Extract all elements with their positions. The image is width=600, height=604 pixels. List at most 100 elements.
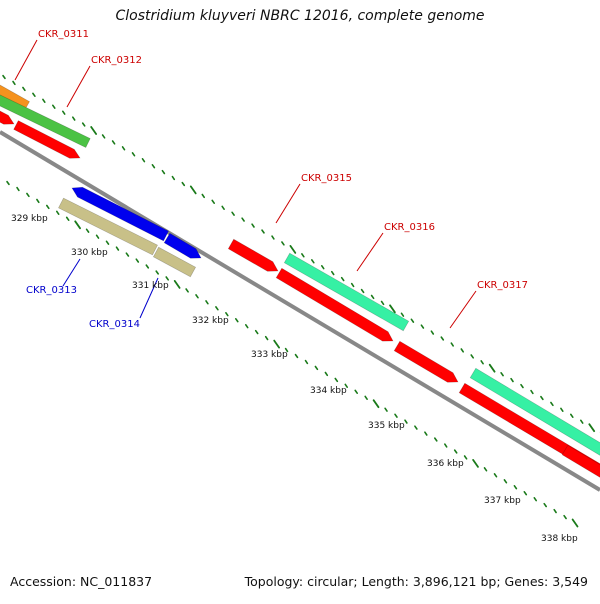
minor-tick: [271, 235, 275, 240]
gene-labels: CKR_0311 CKR_0312 CKR_0315 CKR_0316 CKR_…: [26, 29, 528, 330]
minor-tick: [16, 186, 20, 192]
minor-tick: [151, 164, 156, 169]
minor-tick: [61, 110, 66, 115]
minor-tick: [185, 288, 189, 293]
callout-ckr-0314: [139, 277, 159, 319]
minor-tick: [125, 252, 130, 257]
minor-tick: [553, 508, 557, 514]
gene-label-ckr-0315[interactable]: CKR_0315: [301, 173, 352, 184]
feature-track: [0, 84, 600, 478]
minor-tick: [384, 407, 388, 412]
minor-tick: [195, 294, 199, 299]
tick-label: 330 kbp: [71, 248, 108, 258]
minor-tick: [105, 240, 110, 245]
gene-feature-ckr-0316: [283, 252, 410, 332]
minor-tick: [513, 484, 518, 490]
major-tick: [189, 185, 197, 195]
minor-tick: [145, 264, 150, 269]
minor-tick: [85, 228, 90, 233]
major-tick: [74, 220, 81, 230]
minor-tick: [523, 490, 528, 496]
accession-text: Accession: NC_011837: [10, 574, 153, 589]
minor-tick: [135, 258, 140, 263]
minor-tick: [2, 74, 6, 80]
minor-tick: [6, 180, 10, 186]
minor-tick: [304, 359, 309, 365]
minor-tick: [460, 348, 465, 353]
minor-tick: [493, 473, 498, 478]
minor-tick: [281, 241, 285, 246]
minor-tick: [414, 425, 418, 430]
gene-label-ckr-0317[interactable]: CKR_0317: [477, 280, 528, 291]
gene-label-ckr-0313[interactable]: CKR_0313: [26, 285, 77, 296]
minor-tick: [354, 389, 359, 395]
minor-tick: [344, 383, 349, 389]
upper-tick-track: [2, 74, 600, 433]
minor-tick: [181, 181, 186, 187]
callout-ckr-0312: [66, 65, 91, 108]
minor-tick: [284, 347, 289, 353]
minor-tick: [26, 192, 30, 198]
minor-tick: [410, 318, 415, 323]
minor-tick: [520, 383, 524, 389]
minor-tick: [540, 395, 544, 401]
minor-tick: [424, 431, 428, 436]
minor-tick: [483, 467, 488, 472]
minor-tick: [380, 300, 385, 306]
minor-tick: [261, 229, 265, 234]
tick-label: 338 kbp: [541, 534, 578, 544]
minor-tick: [364, 395, 368, 401]
minor-tick: [241, 217, 245, 222]
gene-feature-khaki-2: [152, 246, 197, 278]
minor-tick: [22, 86, 26, 92]
gene-feature-red-1: [0, 110, 15, 125]
gene-feature-ckr-0313: [71, 186, 169, 242]
gene-label-ckr-0314[interactable]: CKR_0314: [89, 319, 140, 330]
minor-tick: [334, 377, 339, 383]
minor-tick: [370, 294, 375, 300]
gene-feature-red-2: [13, 120, 81, 159]
major-tick: [488, 363, 496, 373]
gene-feature-ckr-0315: [275, 267, 394, 342]
minor-tick: [51, 104, 56, 109]
major-tick: [90, 126, 97, 135]
tick-label: 331 kbp: [132, 281, 169, 291]
genome-backbone: [0, 130, 600, 492]
callout-ckr-0311: [14, 39, 38, 81]
minor-tick: [12, 80, 16, 86]
tick-label: 337 kbp: [484, 496, 521, 506]
minor-tick: [211, 199, 215, 204]
tick-label: 336 kbp: [427, 459, 464, 469]
minor-tick: [55, 210, 60, 215]
tick-label: 334 kbp: [310, 386, 347, 396]
gene-label-ckr-0312[interactable]: CKR_0312: [91, 55, 142, 66]
minor-tick: [400, 312, 405, 317]
minor-tick: [81, 122, 86, 127]
minor-tick: [161, 169, 166, 175]
major-tick: [588, 423, 596, 433]
minor-tick: [235, 317, 239, 323]
minor-tick: [404, 419, 408, 424]
minor-tick: [65, 216, 70, 221]
minor-tick: [95, 234, 100, 239]
minor-tick: [155, 270, 159, 275]
gene-label-ckr-0311[interactable]: CKR_0311: [38, 29, 89, 40]
minor-tick: [470, 354, 475, 359]
tick-label: 329 kbp: [11, 214, 48, 224]
minor-tick: [500, 371, 504, 377]
callout-ckr-0313: [62, 258, 81, 287]
minor-tick: [201, 193, 205, 199]
minor-tick: [450, 342, 455, 347]
major-tick: [173, 279, 181, 289]
callout-ckr-0315: [275, 183, 301, 224]
genome-summary: Topology: circular; Length: 3,896,121 bp…: [244, 574, 588, 589]
gene-feature-red-4: [393, 340, 459, 383]
gene-label-ckr-0316[interactable]: CKR_0316: [384, 222, 435, 233]
minor-tick: [579, 419, 584, 424]
minor-tick: [171, 175, 176, 181]
minor-tick: [510, 377, 514, 383]
minor-tick: [543, 502, 548, 508]
minor-tick: [430, 330, 435, 335]
gene-feature-red-6: [561, 444, 600, 478]
